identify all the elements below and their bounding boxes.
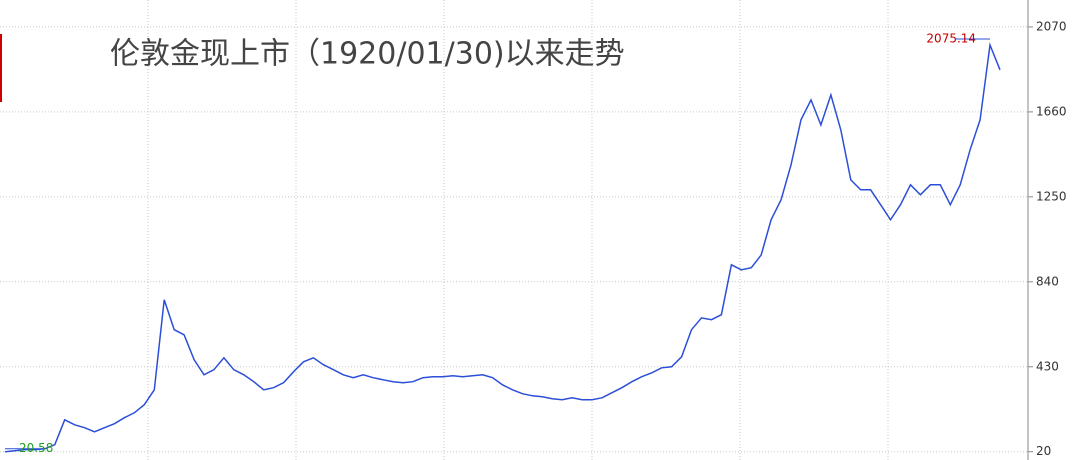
- y-tick-label: 1250: [1036, 189, 1067, 203]
- high-label: 2075.14: [926, 31, 976, 45]
- chart-title: 伦敦金现上市（1920/01/30)以来走势: [110, 37, 625, 72]
- y-tick-label: 20: [1036, 444, 1051, 458]
- low-label: 20.58: [19, 441, 53, 455]
- y-tick-label: 2070: [1036, 19, 1067, 33]
- y-tick-label: 840: [1036, 274, 1059, 288]
- side-marker: [0, 34, 2, 102]
- price-line: [4, 42, 1001, 453]
- y-tick-label: 430: [1036, 359, 1059, 373]
- y-tick-label: 1660: [1036, 104, 1067, 118]
